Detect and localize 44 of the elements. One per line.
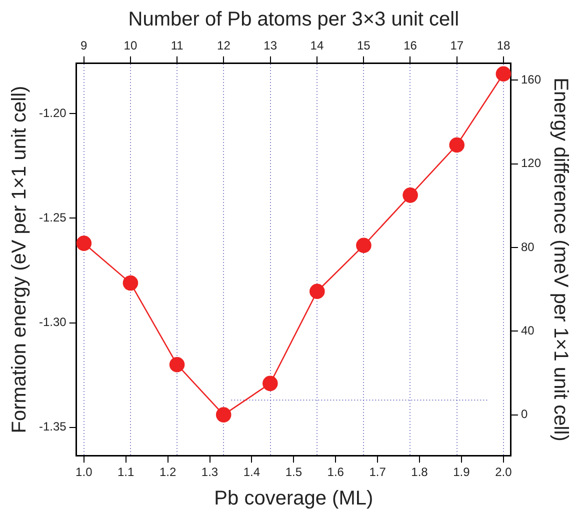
x2-axis-title: Number of Pb atoms per 3×3 unit cell	[128, 8, 460, 31]
x2-tick-label: 12	[217, 38, 231, 53]
x2-tick-label: 16	[404, 38, 418, 53]
x2-tick-label: 9	[80, 38, 88, 53]
x2-tick-label: 13	[264, 38, 278, 53]
point	[356, 238, 372, 254]
y2-tick-label: 160	[520, 72, 542, 86]
x-tick-label: 1.5	[285, 465, 302, 480]
y-axis-title: Formation energy (eV per 1×1 unit cell)	[8, 86, 31, 434]
point	[169, 356, 185, 372]
y2-axis-title: Energy difference (meV per 1×1 unit cell)	[549, 78, 572, 442]
x-tick-label: 1.3	[201, 465, 218, 480]
y-tick-label: -1.25	[38, 210, 67, 224]
x-tick-label: 1.6	[327, 465, 344, 480]
x2-tick-label: 17	[450, 38, 464, 53]
x-tick-label: 2.0	[495, 465, 512, 480]
y2-tick-label: 120	[520, 156, 542, 170]
point	[262, 376, 278, 392]
y-tick-label: -1.20	[38, 106, 67, 120]
x-tick-label: 1.2	[159, 465, 176, 480]
y-tick-label: -1.35	[38, 420, 67, 434]
y2-tick-label: 0	[520, 407, 528, 422]
x2-tick-label: 18	[496, 38, 511, 53]
x2-tick-label: 11	[170, 38, 184, 53]
x2-tick-label: 14	[310, 38, 324, 53]
x-tick-label: 1.4	[243, 465, 260, 480]
x-tick-label: 1.0	[76, 465, 93, 480]
point	[402, 188, 418, 203]
y2-tick-label: 40	[520, 323, 535, 338]
y2-tick-label: 80	[520, 240, 535, 254]
x2-tick-label: 10	[124, 38, 138, 53]
y-tick-label: -1.30	[38, 315, 67, 330]
point	[76, 236, 92, 251]
point	[496, 66, 511, 82]
point	[122, 275, 138, 291]
point	[310, 284, 325, 300]
x-tick-label: 1.9	[453, 465, 470, 480]
x-tick-label: 1.7	[369, 465, 386, 480]
x-tick-label: 1.1	[118, 465, 135, 480]
point	[449, 137, 465, 153]
x2-tick-label: 15	[356, 38, 371, 53]
point	[216, 407, 232, 422]
x-axis-title: Pb coverage (ML)	[214, 488, 374, 510]
x-tick-label: 1.8	[411, 465, 428, 480]
